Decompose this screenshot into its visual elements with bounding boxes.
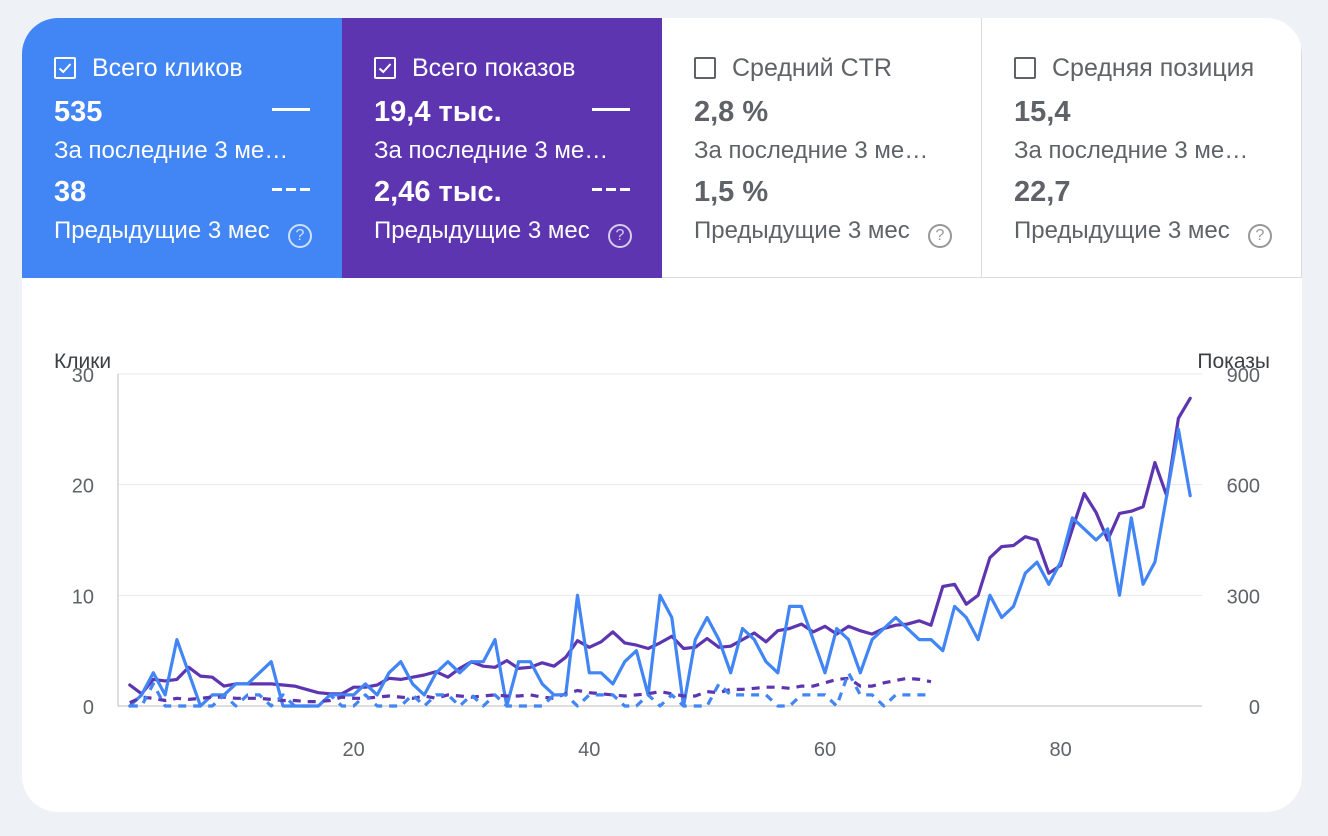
- tile-average-position[interactable]: Средняя позиция 15,4 За последние 3 ме… …: [982, 18, 1302, 278]
- metric-label: Всего кликов: [92, 53, 243, 82]
- gridlines: [117, 373, 1202, 707]
- series-line-1-solid: [128, 427, 1192, 708]
- checkbox-unchecked-icon[interactable]: [694, 57, 716, 79]
- metric-value: 15,4: [1014, 96, 1071, 128]
- metric-tiles: Всего кликов 535 За последние 3 ме… 38 П…: [22, 18, 1302, 278]
- checkbox-checked-icon[interactable]: [54, 57, 76, 79]
- x-tick-label: 40: [578, 739, 600, 761]
- right-tick-label: 300: [1227, 586, 1260, 608]
- series-line-0-solid: [128, 396, 1192, 696]
- metric-period: За последние 3 ме…: [694, 137, 929, 164]
- metric-prev-value: 1,5 %: [694, 176, 769, 208]
- metric-prev-value: 22,7: [1014, 176, 1071, 208]
- left-axis-title: Клики: [54, 350, 111, 373]
- solid-line-legend-icon: [592, 108, 630, 111]
- checkbox-unchecked-icon[interactable]: [1014, 57, 1036, 79]
- left-tick-label: 0: [83, 697, 94, 719]
- tile-header: Средняя позиция: [1014, 53, 1254, 83]
- tile-average-ctr[interactable]: Средний CTR 2,8 % За последние 3 ме… 1,5…: [662, 18, 982, 278]
- right-axis-title: Показы: [1197, 350, 1270, 373]
- checkbox-checked-icon[interactable]: [374, 57, 396, 79]
- series-line-3-dashed: [129, 671, 931, 708]
- left-tick-label: 30: [72, 365, 94, 387]
- tile-header: Всего кликов: [54, 53, 243, 83]
- metric-period: За последние 3 ме…: [54, 137, 289, 164]
- help-icon[interactable]: ?: [608, 224, 632, 248]
- metric-prev-period: Предыдущие 3 мес: [694, 217, 910, 244]
- tile-total-impressions[interactable]: Всего показов 19,4 тыс. За последние 3 м…: [342, 18, 662, 278]
- tile-total-clicks[interactable]: Всего кликов 535 За последние 3 ме… 38 П…: [22, 18, 342, 278]
- metric-label: Средняя позиция: [1052, 53, 1255, 82]
- metric-prev-period: Предыдущие 3 мес: [54, 217, 270, 244]
- solid-line-legend-icon: [272, 108, 310, 111]
- metric-value: 2,8 %: [694, 96, 769, 128]
- help-icon[interactable]: ?: [928, 224, 952, 248]
- metric-prev-value: 38: [54, 176, 87, 208]
- x-tick-label: 20: [343, 739, 365, 761]
- dashed-line-legend-icon: [272, 188, 310, 191]
- metric-prev-period: Предыдущие 3 мес: [374, 217, 590, 244]
- help-icon[interactable]: ?: [288, 224, 312, 248]
- dashed-line-legend-icon: [592, 188, 630, 191]
- x-tick-label: 80: [1049, 739, 1071, 761]
- metric-label: Средний CTR: [732, 53, 892, 82]
- right-tick-label: 0: [1249, 697, 1260, 719]
- right-tick-label: 900: [1227, 365, 1260, 387]
- x-tick-label: 60: [814, 739, 836, 761]
- metric-period: За последние 3 ме…: [1014, 137, 1249, 164]
- metric-period: За последние 3 ме…: [374, 137, 609, 164]
- metric-value: 19,4 тыс.: [374, 96, 502, 128]
- tile-header: Всего показов: [374, 53, 575, 83]
- series-line-2-dashed: [129, 676, 932, 705]
- left-tick-label: 10: [72, 586, 94, 608]
- performance-card: Всего кликов 535 За последние 3 ме… 38 П…: [22, 18, 1302, 812]
- metric-prev-period: Предыдущие 3 мес: [1014, 217, 1230, 244]
- tile-header: Средний CTR: [694, 53, 892, 83]
- help-icon[interactable]: ?: [1248, 224, 1272, 248]
- metric-label: Всего показов: [412, 53, 576, 82]
- left-tick-label: 20: [72, 476, 94, 498]
- right-tick-label: 600: [1227, 476, 1260, 498]
- metric-prev-value: 2,46 тыс.: [374, 176, 502, 208]
- series-lines: [128, 396, 1192, 708]
- metric-value: 535: [54, 96, 103, 128]
